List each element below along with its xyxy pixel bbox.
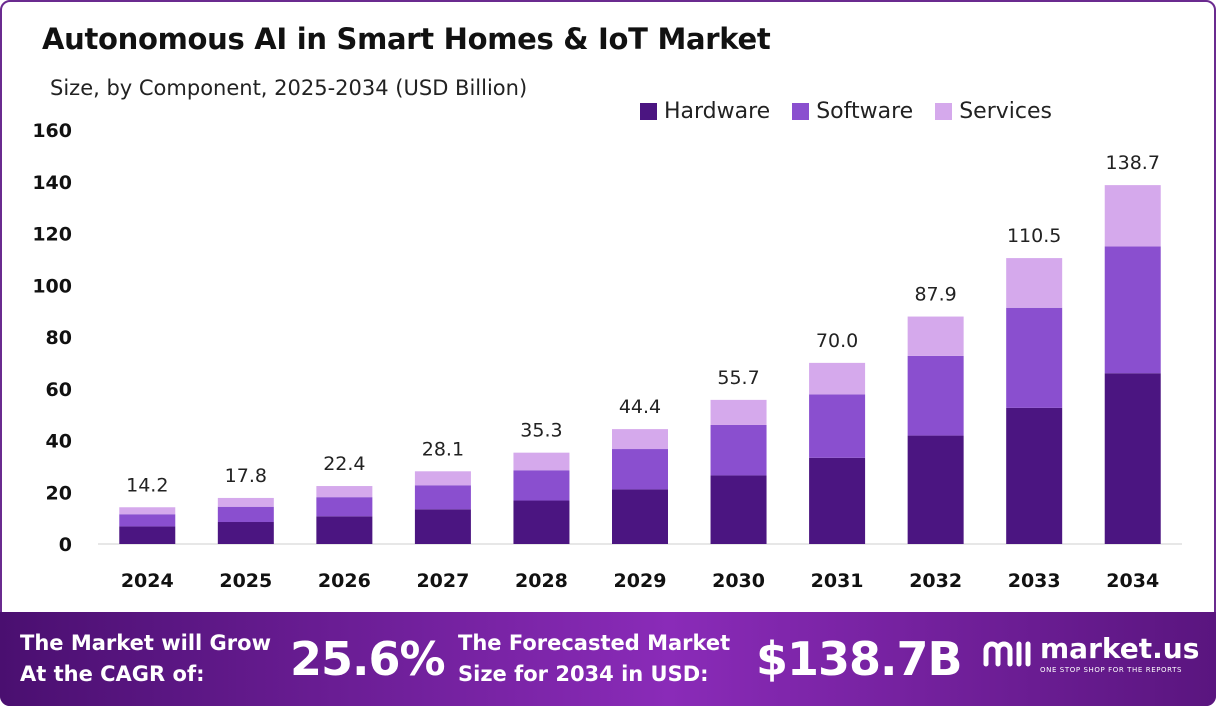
bar-segment-hardware: [316, 516, 373, 544]
bar-segment-hardware: [612, 489, 668, 544]
x-tick-label: 2029: [614, 570, 667, 592]
x-tick-label: 2028: [515, 570, 568, 592]
legend-item-software: Software: [792, 99, 913, 124]
bar-segment-hardware: [119, 526, 176, 544]
x-tick-label: 2032: [909, 570, 962, 592]
cagr-value: 25.6%: [290, 632, 446, 686]
legend: Hardware Software Services: [640, 96, 1074, 126]
legend-label-hardware: Hardware: [664, 98, 771, 124]
bar-segment-software: [1104, 246, 1161, 374]
y-tick-label: 40: [46, 431, 72, 453]
bar-segment-services: [1104, 185, 1161, 247]
data-label-total: 138.7: [1106, 152, 1160, 174]
legend-swatch-hardware: [640, 102, 657, 120]
x-tick-label: 2024: [121, 570, 174, 592]
bar-segment-services: [907, 316, 964, 356]
cagr-label-line2: At the CAGR of:: [20, 662, 205, 686]
data-label-total: 87.9: [914, 284, 956, 306]
forecast-value: $138.7B: [756, 632, 963, 686]
data-label-total: 70.0: [816, 330, 858, 352]
data-label-total: 35.3: [520, 420, 562, 442]
x-tick-label: 2034: [1106, 570, 1159, 592]
bar-segment-software: [1006, 307, 1063, 408]
bar-segment-services: [414, 471, 471, 486]
bar-segment-hardware: [1104, 373, 1161, 544]
bar-segment-services: [316, 486, 373, 498]
chart-title: Autonomous AI in Smart Homes & IoT Marke…: [42, 22, 771, 56]
logo-name: market.us: [1040, 632, 1200, 665]
bar-segment-services: [809, 362, 866, 395]
bar-segment-hardware: [414, 509, 471, 544]
cagr-label-line1: The Market will Grow: [20, 631, 271, 655]
bar-segment-software: [612, 449, 668, 490]
forecast-label-line2: Size for 2034 in USD:: [458, 662, 709, 686]
y-tick-label: 140: [32, 172, 72, 194]
logo-tagline: ONE STOP SHOP FOR THE REPORTS: [1040, 666, 1183, 674]
bar-segment-hardware: [907, 435, 964, 544]
data-label-total: 22.4: [323, 453, 365, 475]
bar-segment-services: [217, 497, 274, 507]
bar-segment-software: [710, 424, 767, 476]
legend-swatch-software: [792, 102, 810, 120]
data-label-total: 110.5: [1007, 225, 1061, 247]
x-tick-label: 2027: [416, 570, 469, 592]
y-tick-label: 80: [46, 327, 72, 349]
x-tick-label: 2026: [318, 570, 371, 592]
y-tick-label: 20: [46, 482, 72, 504]
bar-segment-hardware: [710, 475, 767, 544]
x-tick-label: 2033: [1008, 570, 1061, 592]
bar-segment-services: [710, 399, 767, 425]
y-tick-label: 0: [59, 534, 72, 556]
data-label-total: 44.4: [619, 396, 661, 418]
data-label-total: 14.2: [126, 474, 168, 496]
data-label-total: 17.8: [225, 465, 267, 487]
bar-segment-services: [513, 452, 570, 471]
legend-label-software: Software: [816, 98, 914, 124]
bar-segment-software: [414, 485, 471, 510]
x-tick-label: 2025: [219, 570, 272, 592]
market-us-logo: market.us ONE STOP SHOP FOR THE REPORTS: [980, 634, 1199, 674]
data-label-total: 55.7: [717, 367, 759, 389]
bar-segment-software: [217, 506, 274, 523]
bar-segment-hardware: [1006, 407, 1063, 544]
legend-label-services: Services: [959, 98, 1052, 124]
bar-segment-software: [316, 497, 373, 517]
data-label-total: 28.1: [422, 438, 464, 460]
bar-segment-services: [1006, 258, 1063, 308]
legend-item-hardware: Hardware: [640, 99, 770, 124]
bar-segment-software: [513, 470, 570, 501]
footer-banner: The Market will Grow At the CAGR of: 25.…: [0, 612, 1216, 706]
x-tick-label: 2030: [712, 570, 765, 592]
bar-segment-services: [119, 507, 176, 515]
bar-segment-hardware: [217, 522, 274, 544]
forecast-label-line1: The Forecasted Market: [458, 631, 731, 655]
y-tick-label: 60: [46, 379, 72, 401]
bar-segment-software: [809, 394, 866, 458]
y-tick-label: 120: [32, 224, 72, 246]
y-tick-label: 160: [32, 120, 72, 142]
bar-segment-software: [119, 514, 176, 527]
legend-item-services: Services: [935, 99, 1052, 124]
bar-segment-services: [612, 429, 668, 450]
bar-segment-software: [907, 355, 964, 436]
y-tick-label: 100: [32, 275, 72, 297]
chart-subtitle: Size, by Component, 2025-2034 (USD Billi…: [50, 76, 528, 100]
bar-segment-hardware: [809, 457, 866, 544]
x-tick-label: 2031: [811, 570, 864, 592]
bar-chart: 0 20 40 60 80 100 120 140 160 14.2 2024 17.8 2025 22.…: [32, 120, 1182, 592]
legend-swatch-services: [935, 102, 953, 120]
market-us-logo-icon: [983, 641, 1031, 667]
bar-segment-hardware: [513, 500, 570, 544]
